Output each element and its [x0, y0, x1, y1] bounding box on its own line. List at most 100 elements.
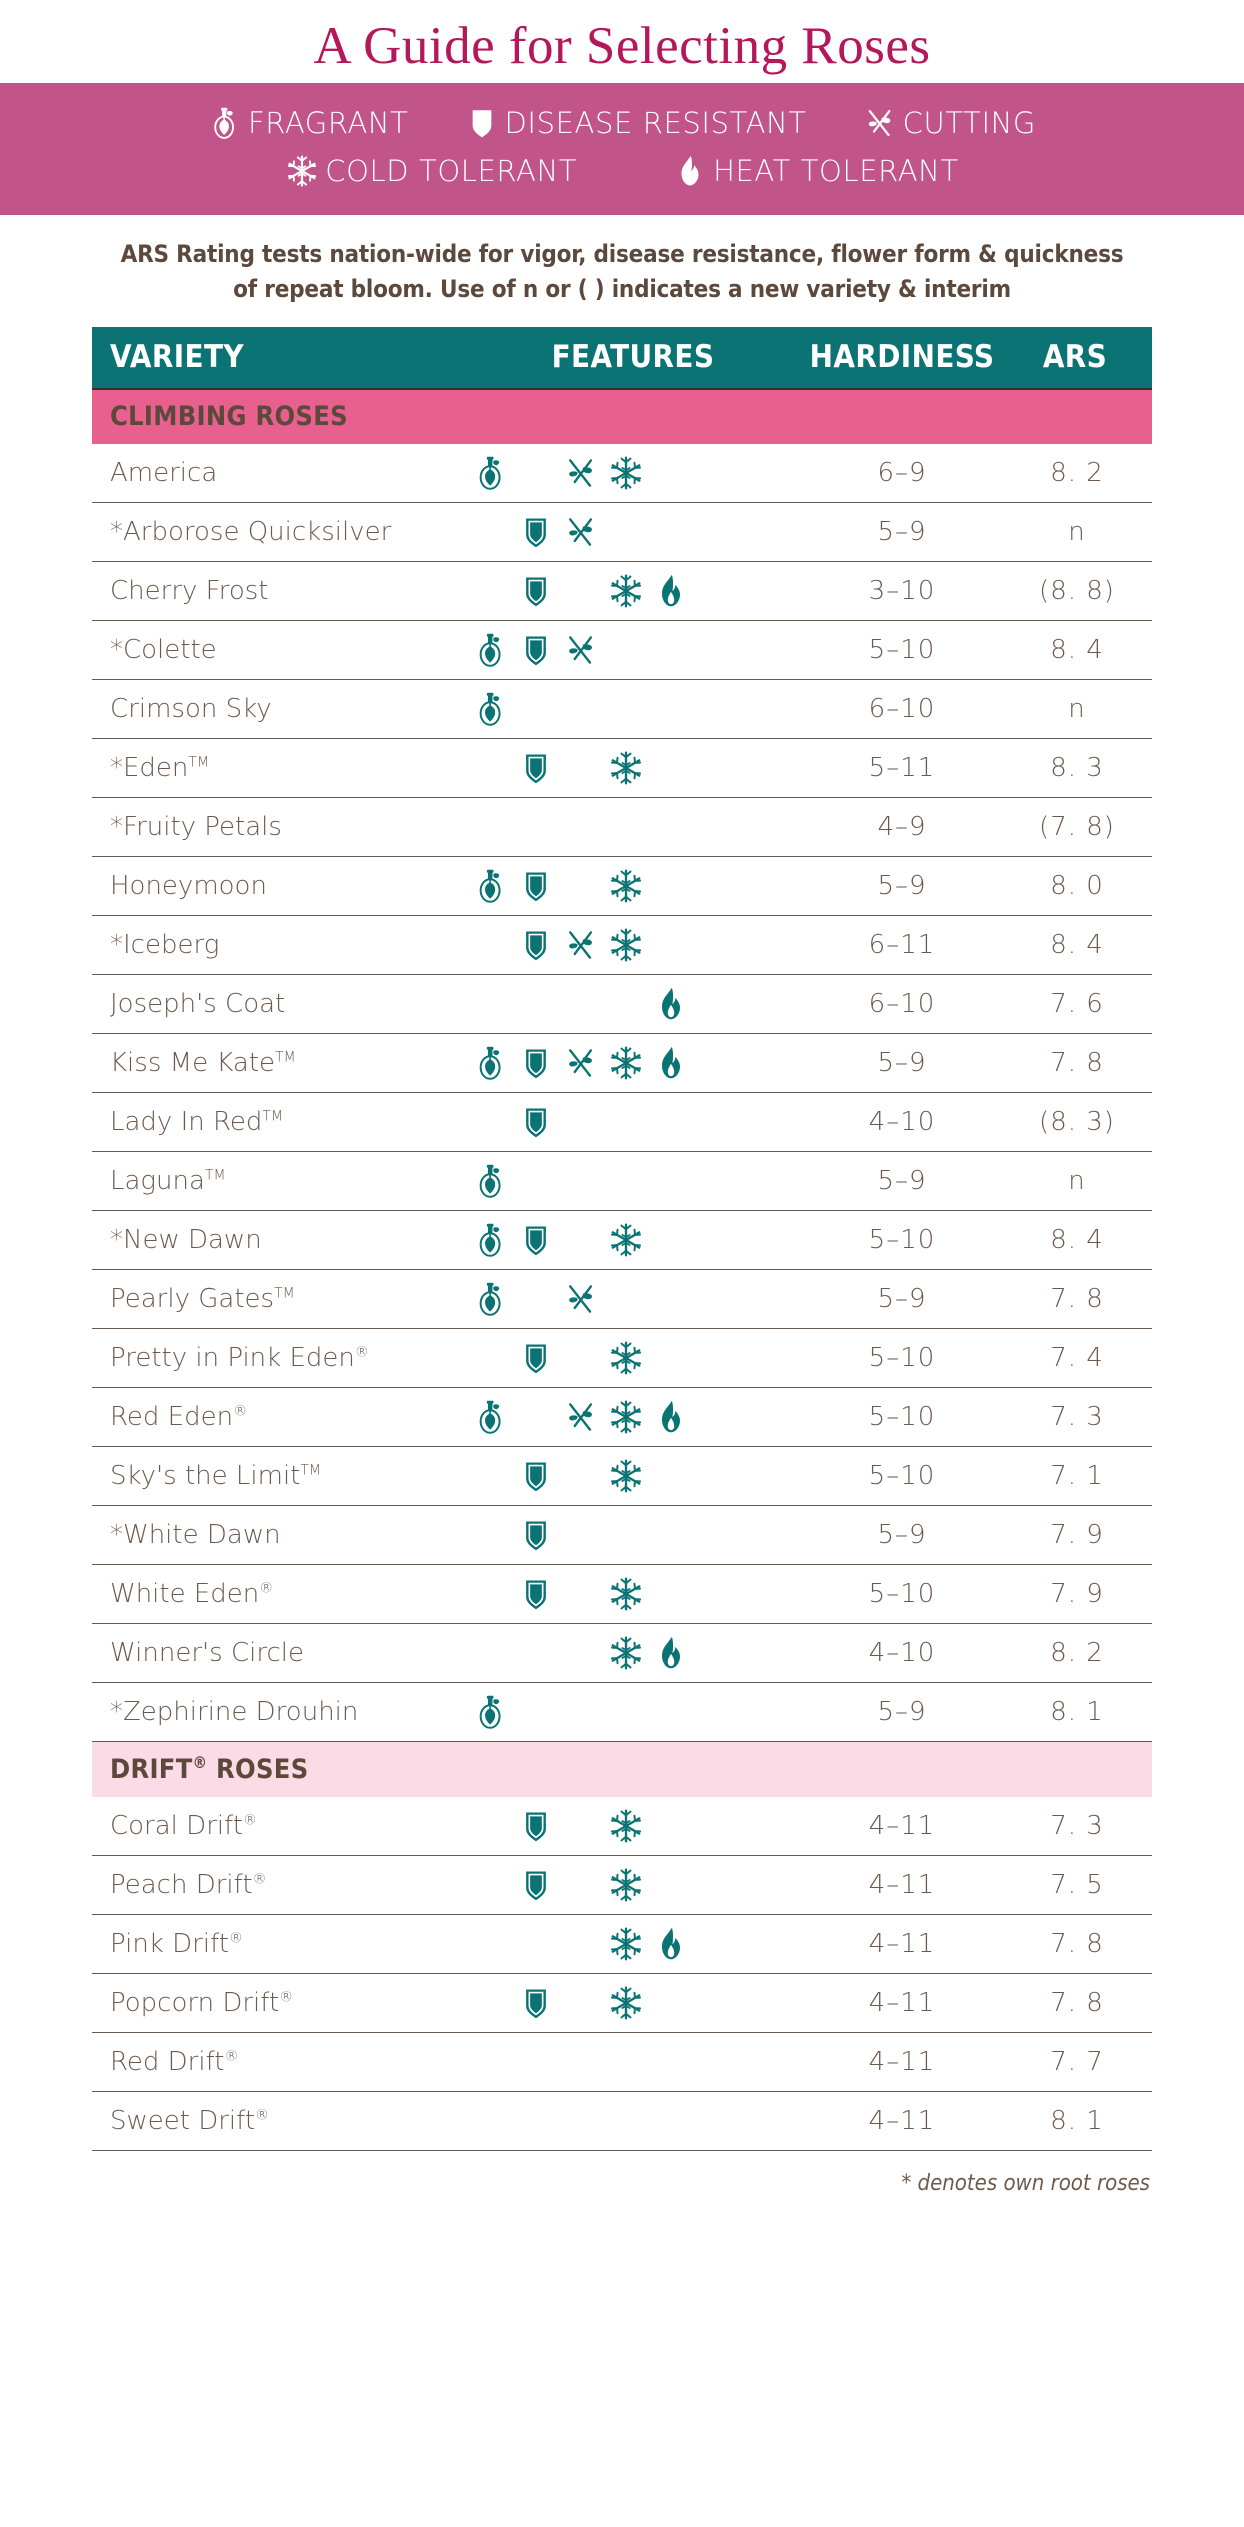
- cutting-icon: [558, 627, 603, 673]
- cell-features: [464, 561, 802, 621]
- legend-item-label: HEAT TOLERANT: [713, 153, 959, 188]
- feature-slot-cutting-empty: [558, 1980, 603, 2026]
- feature-slot-heat-empty: [648, 1217, 693, 1263]
- table-row: Pretty in Pink Eden® 5–10 7. 4: [92, 1328, 1152, 1388]
- table-row: Winner's Circle 4–10 8. 2: [92, 1623, 1152, 1683]
- disease-resistant-icon: [513, 1803, 558, 1849]
- cell-features: [464, 1387, 802, 1447]
- feature-slot-disease-empty: [513, 981, 558, 1027]
- feature-slot-cold-empty: [603, 1099, 648, 1145]
- feature-slot-heat-empty: [648, 1335, 693, 1381]
- cell-variety: Lady In RedTM: [92, 1092, 464, 1152]
- cold-tolerant-icon: [603, 1571, 648, 1617]
- legend-row-1: FRAGRANT DISEASE RESISTANT CUTTING: [0, 99, 1244, 147]
- feature-slot-cutting-empty: [558, 686, 603, 732]
- feature-slot-heat-empty: [648, 1862, 693, 1908]
- fragrant-icon: [468, 863, 513, 909]
- heat-tolerant-icon: [673, 152, 707, 190]
- legend-item-cold-tolerant: COLD TOLERANT: [285, 152, 577, 190]
- table-row: LagunaTM 5–9 n: [92, 1151, 1152, 1211]
- feature-slot-fragrant-empty: [468, 1453, 513, 1499]
- heat-tolerant-icon: [648, 1630, 693, 1676]
- variety-trademark: TM: [274, 1284, 295, 1301]
- cell-features: [464, 1269, 802, 1329]
- cell-variety: Pink Drift®: [92, 1914, 464, 1974]
- cell-ars: 7. 8: [1002, 1269, 1152, 1329]
- cell-variety: Popcorn Drift®: [92, 1973, 464, 2033]
- feature-slot-heat-empty: [648, 686, 693, 732]
- feature-slot-fragrant-empty: [468, 568, 513, 614]
- feature-slot-fragrant-empty: [468, 1803, 513, 1849]
- cell-features: [464, 1682, 802, 1742]
- variety-trademark: ®: [224, 2047, 239, 2064]
- table-row: Kiss Me KateTM: [92, 1033, 1152, 1093]
- column-header-hardiness: HARDINESS: [802, 326, 1002, 390]
- feature-icon-group: [464, 1271, 802, 1327]
- feature-slot-cutting-empty: [558, 1453, 603, 1499]
- cell-variety: Honeymoon: [92, 856, 464, 916]
- variety-trademark: ®: [252, 1870, 267, 1887]
- variety-trademark: ®: [243, 1811, 257, 1828]
- cell-variety: Coral Drift®: [92, 1796, 464, 1856]
- section-header-row: DRIFT® ROSES: [92, 1741, 1152, 1797]
- feature-icon-group: [464, 563, 802, 619]
- table-row: Cherry Frost 3–10: [92, 561, 1152, 621]
- feature-slot-heat-empty: [648, 509, 693, 555]
- cell-hardiness: 5–9: [802, 1682, 1002, 1742]
- cell-hardiness: 5–9: [802, 502, 1002, 562]
- legend-item-label: CUTTING: [902, 105, 1036, 140]
- feature-icon-group: [464, 1094, 802, 1150]
- legend-row-2: COLD TOLERANT HEAT TOLERANT: [0, 147, 1244, 195]
- cell-ars: n: [1002, 1151, 1152, 1211]
- feature-slot-disease-empty: [513, 686, 558, 732]
- cell-ars: 7. 8: [1002, 1973, 1152, 2033]
- cell-features: [464, 1151, 802, 1211]
- feature-icon-group: [464, 1916, 802, 1972]
- feature-slot-fragrant-empty: [468, 2039, 513, 2085]
- feature-slot-disease-empty: [513, 1276, 558, 1322]
- table-body: CLIMBING ROSES America: [92, 388, 1152, 2151]
- cell-ars: (8. 8): [1002, 561, 1152, 621]
- section-label: DRIFT® ROSES: [92, 1741, 1152, 1797]
- cell-variety: Sweet Drift®: [92, 2091, 464, 2151]
- feature-slot-heat-empty: [648, 2098, 693, 2144]
- feature-slot-cutting-empty: [558, 1217, 603, 1263]
- feature-slot-disease-empty: [513, 2039, 558, 2085]
- fragrant-icon: [468, 1689, 513, 1735]
- cell-features: [464, 738, 802, 798]
- feature-slot-fragrant-empty: [468, 1862, 513, 1908]
- cell-ars: 8. 3: [1002, 738, 1152, 798]
- cell-features: [464, 1210, 802, 1270]
- cell-variety: Crimson Sky: [92, 679, 464, 739]
- cell-features: [464, 1328, 802, 1388]
- feature-slot-disease-empty: [513, 1158, 558, 1204]
- cell-hardiness: 5–10: [802, 620, 1002, 680]
- feature-icon-group: [464, 1857, 802, 1913]
- cold-tolerant-icon: [603, 863, 648, 909]
- cell-variety: White Eden®: [92, 1564, 464, 1624]
- cell-variety: *EdenTM: [92, 738, 464, 798]
- fragrant-icon: [468, 1276, 513, 1322]
- cell-ars: 7. 4: [1002, 1328, 1152, 1388]
- column-header-ars: ARS: [1002, 326, 1152, 390]
- feature-slot-cold-empty: [603, 981, 648, 1027]
- cell-hardiness: 5–11: [802, 738, 1002, 798]
- feature-slot-heat-empty: [648, 863, 693, 909]
- feature-slot-cutting-empty: [558, 1803, 603, 1849]
- cell-ars: 7. 8: [1002, 1914, 1152, 1974]
- cell-features: [464, 1973, 802, 2033]
- cell-variety: *Colette: [92, 620, 464, 680]
- cell-hardiness: 5–10: [802, 1564, 1002, 1624]
- fragrant-icon: [468, 1158, 513, 1204]
- fragrant-icon: [208, 104, 242, 142]
- cell-variety: Pearly GatesTM: [92, 1269, 464, 1329]
- feature-icon-group: [464, 1625, 802, 1681]
- cell-hardiness: 5–10: [802, 1446, 1002, 1506]
- cell-hardiness: 5–10: [802, 1328, 1002, 1388]
- variety-trademark: TM: [300, 1461, 322, 1478]
- fragrant-icon: [468, 450, 513, 496]
- feature-slot-cutting-empty: [558, 568, 603, 614]
- fragrant-icon: [468, 1394, 513, 1440]
- feature-icon-group: [464, 681, 802, 737]
- heat-tolerant-icon: [648, 1921, 693, 1967]
